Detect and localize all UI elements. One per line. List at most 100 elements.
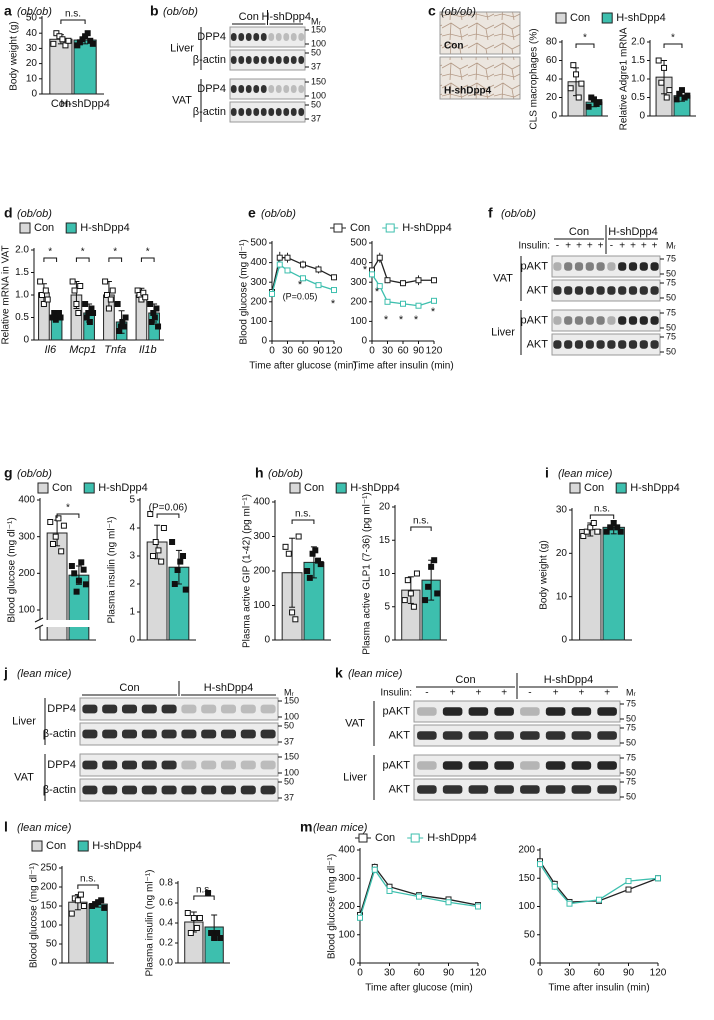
data-point xyxy=(56,33,63,40)
band xyxy=(650,340,659,349)
tissue-label: Liver xyxy=(491,326,515,338)
marker-label: 75 xyxy=(666,277,676,287)
band xyxy=(494,785,514,794)
blot-strip xyxy=(551,255,661,278)
data-point xyxy=(415,277,422,284)
x-tick-label: 0 xyxy=(357,968,363,979)
panel-letter: h xyxy=(255,465,264,481)
legend-label: H-shDpp4 xyxy=(427,832,477,844)
data-point xyxy=(404,577,411,584)
y-tick-label: 20 xyxy=(26,58,38,69)
data-point xyxy=(315,282,322,289)
x-tick-label: 90 xyxy=(313,346,325,357)
band xyxy=(121,760,138,770)
data-point xyxy=(160,525,167,531)
band xyxy=(161,785,177,795)
data-point xyxy=(610,520,617,526)
band xyxy=(520,761,540,770)
band xyxy=(181,760,197,770)
band xyxy=(564,316,573,325)
marker-label: 50 xyxy=(666,292,676,302)
histology-image xyxy=(439,11,521,55)
lane-sign: + xyxy=(450,688,456,699)
band xyxy=(220,760,237,770)
y-tick-label: 200 xyxy=(350,296,367,307)
band xyxy=(238,85,245,93)
y-tick-label: 2 xyxy=(129,579,135,590)
legend-swatch xyxy=(601,12,613,24)
data-point xyxy=(71,570,78,577)
data-point xyxy=(575,94,582,101)
band xyxy=(181,785,197,795)
band xyxy=(553,316,562,325)
legend-label: H-shDpp4 xyxy=(98,482,148,494)
x-axis-label: Time after insulin (min) xyxy=(548,983,649,994)
band xyxy=(161,704,177,714)
data-point xyxy=(217,935,224,941)
row-label: AKT xyxy=(389,729,411,741)
group-label: H-shDpp4 xyxy=(544,674,594,686)
data-point xyxy=(82,581,89,588)
band xyxy=(574,316,584,325)
band xyxy=(628,340,638,349)
band xyxy=(102,760,118,770)
x-tick-label: 0 xyxy=(537,968,543,979)
significance-bracket xyxy=(56,513,80,518)
tissue-label: Liver xyxy=(170,42,194,54)
marker-label: 150 xyxy=(311,24,326,34)
band xyxy=(201,704,217,714)
marker-label: 100 xyxy=(284,767,299,777)
band xyxy=(494,731,514,740)
data-point xyxy=(149,553,156,559)
panel-note: (lean mice) xyxy=(17,822,72,834)
data-point xyxy=(82,301,89,307)
band xyxy=(245,108,252,116)
axis-break xyxy=(36,620,94,627)
band xyxy=(442,761,463,770)
band xyxy=(121,729,138,739)
data-point xyxy=(315,266,322,273)
bar xyxy=(579,529,602,641)
legend-label: Con xyxy=(375,832,395,844)
y-tick-label: 0 xyxy=(349,958,355,969)
axis-break-mark xyxy=(34,624,44,630)
blot-strip xyxy=(551,333,661,356)
band xyxy=(564,340,573,349)
band xyxy=(650,316,659,325)
annotation: (P=0.05) xyxy=(283,291,318,301)
legend-swatch xyxy=(615,482,627,494)
band xyxy=(650,286,659,295)
lane-sign: + xyxy=(501,688,507,699)
data-point xyxy=(331,274,337,281)
data-point xyxy=(42,287,49,294)
histology-image xyxy=(439,56,521,100)
y-tick-label: 50 xyxy=(26,13,38,24)
y-tick-label: 1.0 xyxy=(631,74,645,85)
image-label: Con xyxy=(444,41,463,52)
legend-label: H-shDpp4 xyxy=(616,12,666,24)
y-axis-label: Blood glucose (mg dl⁻¹) xyxy=(29,863,40,968)
legend-swatch xyxy=(83,482,95,494)
band xyxy=(639,286,648,295)
y-tick-label: 400 xyxy=(253,497,270,508)
y-tick-label: 0.5 xyxy=(15,312,29,323)
band xyxy=(220,729,237,739)
y-tick-label: 100 xyxy=(18,605,35,616)
row-label: pAKT xyxy=(520,314,548,326)
data-point xyxy=(77,891,84,898)
data-point xyxy=(65,37,72,44)
data-point xyxy=(607,524,614,531)
y-axis-label: Plasma insulin (ng ml⁻¹) xyxy=(145,870,156,977)
data-point xyxy=(434,590,441,597)
data-point xyxy=(590,520,597,526)
data-point xyxy=(371,866,378,873)
data-point xyxy=(80,903,87,909)
annotation: n.s. xyxy=(295,509,311,520)
data-point xyxy=(422,597,429,604)
annotation: * xyxy=(113,247,117,258)
legend-label: Con xyxy=(304,482,324,494)
annotation: n.s. xyxy=(65,9,81,20)
band xyxy=(253,85,260,93)
annotation: n.s. xyxy=(80,874,96,885)
legend-marker xyxy=(410,833,420,843)
